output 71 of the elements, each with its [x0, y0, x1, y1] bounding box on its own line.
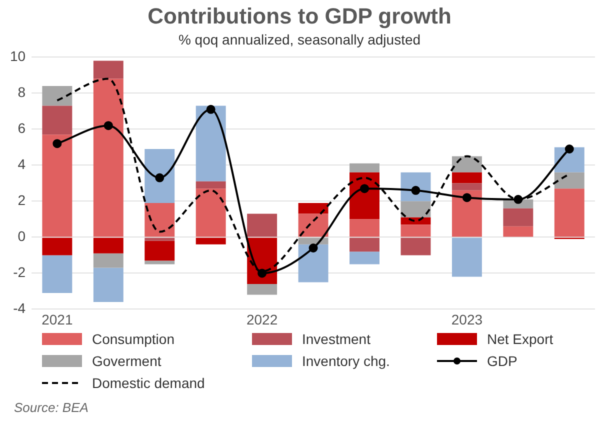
bar — [144, 238, 175, 241]
bar — [298, 203, 328, 214]
bar — [42, 106, 72, 135]
point — [360, 184, 370, 194]
bar — [247, 214, 278, 237]
legend-label: GDP — [487, 353, 518, 369]
bar — [196, 188, 226, 237]
y-tick-label: -2 — [13, 264, 26, 280]
bar — [93, 253, 124, 268]
y-tick-label: 0 — [18, 228, 26, 244]
point — [206, 104, 216, 114]
bar — [452, 156, 482, 172]
bar — [400, 238, 431, 256]
bar — [247, 284, 278, 295]
legend-label: Investment — [302, 331, 370, 347]
point — [52, 139, 62, 148]
bar — [503, 226, 534, 237]
bar — [298, 244, 328, 282]
legend-label: Inventory chg. — [302, 353, 390, 369]
bar — [196, 238, 226, 244]
point — [564, 144, 574, 154]
legend-label: Goverment — [92, 353, 162, 369]
legend-label: Net Export — [487, 331, 554, 347]
bar — [93, 268, 124, 302]
bar — [196, 181, 226, 189]
x-tick-label: 2022 — [246, 311, 278, 328]
bar — [144, 240, 175, 261]
bar — [144, 260, 175, 264]
bar — [93, 78, 124, 237]
chart-subtitle: % qoq annualized, seasonally adjusted — [178, 32, 421, 48]
bar — [350, 219, 380, 237]
bar — [42, 134, 72, 237]
point — [258, 268, 267, 278]
y-tick-label: 10 — [10, 48, 26, 64]
x-tick-label: 2021 — [42, 311, 73, 328]
y-tick-label: 2 — [18, 192, 26, 208]
legend-label: Consumption — [92, 331, 174, 347]
chart-title: Contributions to GDP growth — [148, 3, 452, 28]
point — [104, 121, 113, 130]
bar — [554, 188, 584, 237]
bar — [350, 163, 380, 172]
bar — [350, 238, 380, 252]
legend-label: Domestic demand — [92, 375, 205, 391]
bar — [400, 201, 431, 218]
bar — [144, 149, 175, 203]
bar — [452, 238, 482, 277]
point — [155, 173, 164, 182]
bar — [452, 183, 482, 190]
bar — [554, 172, 584, 189]
bar — [298, 214, 328, 237]
bar — [350, 252, 380, 264]
bar — [42, 238, 72, 256]
point — [308, 244, 318, 252]
y-tick-label: -4 — [13, 300, 26, 316]
bar — [452, 172, 482, 184]
bar — [196, 106, 226, 182]
source-note: Source: BEA — [14, 400, 88, 415]
y-tick-label: 4 — [18, 156, 26, 172]
bar — [400, 224, 431, 237]
y-tick-label: 6 — [18, 120, 26, 136]
bar — [503, 208, 534, 226]
bar — [93, 238, 124, 254]
bar — [93, 60, 124, 79]
x-tick-label: 2023 — [451, 311, 483, 328]
bar — [42, 86, 72, 106]
bar — [452, 190, 482, 237]
point — [462, 193, 472, 202]
bar — [144, 203, 175, 237]
bar — [42, 255, 72, 293]
y-tick-label: 8 — [18, 84, 26, 100]
point — [514, 194, 523, 204]
